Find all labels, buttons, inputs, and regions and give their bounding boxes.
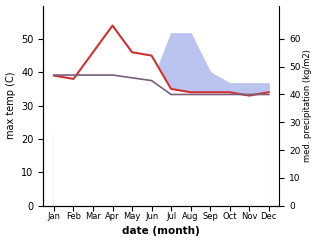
Y-axis label: max temp (C): max temp (C) [5, 72, 16, 139]
Y-axis label: med. precipitation (kg/m2): med. precipitation (kg/m2) [303, 49, 313, 162]
X-axis label: date (month): date (month) [122, 227, 200, 236]
